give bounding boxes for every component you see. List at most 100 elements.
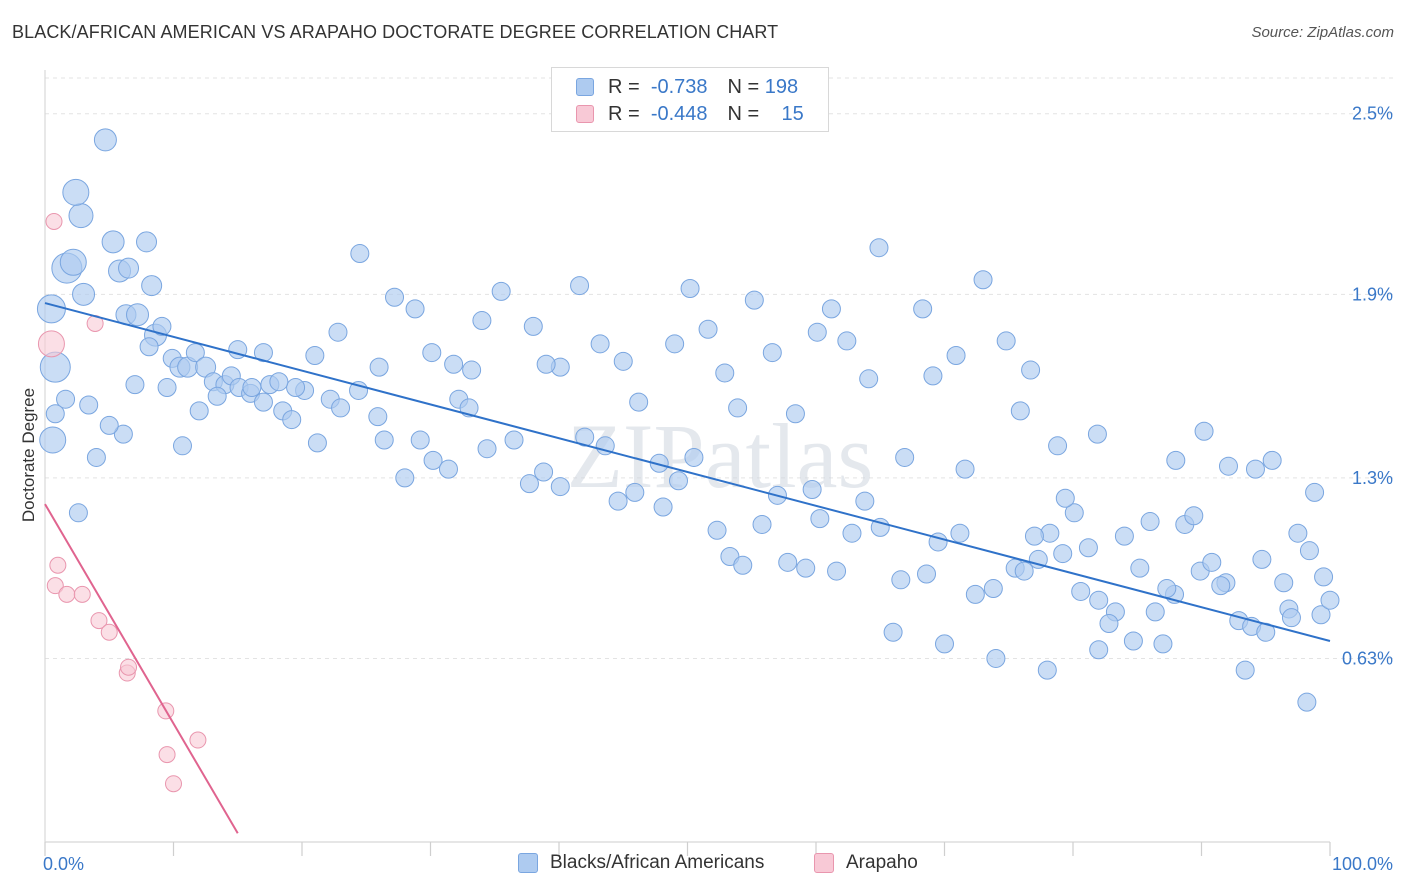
- legend-swatch-arapaho: [576, 105, 594, 123]
- legend-n-value: 15: [781, 102, 804, 125]
- blacks-point: [827, 561, 847, 581]
- series-legend-blacks[interactable]: Blacks/African Americans: [518, 852, 764, 874]
- blacks-point: [1048, 436, 1068, 456]
- blacks-point: [369, 357, 389, 377]
- blacks-point: [152, 316, 172, 336]
- y-tick-label: 1.9%: [1352, 284, 1393, 304]
- blacks-point: [477, 439, 497, 459]
- blacks-point: [157, 378, 177, 398]
- blacks-point: [590, 334, 610, 354]
- blacks-point: [570, 276, 590, 296]
- blacks-point: [72, 282, 96, 306]
- blacks-point: [733, 555, 753, 575]
- x-tick-label-max: 100.0%: [1332, 854, 1393, 874]
- trend-lines: [44, 302, 1331, 834]
- series-legend-label: Blacks/African Americans: [550, 852, 765, 873]
- blacks-point: [715, 363, 735, 383]
- legend-r-label: R =: [608, 75, 640, 98]
- arapaho-point: [120, 658, 138, 676]
- blacks-point: [802, 480, 822, 500]
- blacks-point: [1140, 512, 1160, 532]
- correlation-legend: R = -0.738 N = 198 R = -0.448 N = 15: [551, 67, 829, 132]
- blacks-point: [79, 395, 99, 415]
- blacks-point: [935, 634, 954, 654]
- blacks-point: [1299, 541, 1319, 561]
- y-tick-labels: 0.63% 1.3% 1.9% 2.5%: [1342, 104, 1393, 669]
- blacks-point: [1099, 614, 1119, 634]
- y-tick-label: 1.3%: [1352, 468, 1393, 488]
- legend-r-label: R =: [608, 102, 640, 125]
- blacks-point: [523, 316, 543, 336]
- blacks-point: [1130, 558, 1150, 578]
- blacks-point: [242, 378, 262, 398]
- blacks-point: [778, 552, 798, 572]
- blacks-point: [126, 303, 150, 327]
- blacks-point: [39, 426, 67, 454]
- blacks-point: [36, 294, 66, 324]
- series-legend-arapaho[interactable]: Arapaho: [814, 852, 918, 874]
- legend-n-value: 198: [764, 75, 799, 98]
- blacks-point: [462, 360, 482, 380]
- blacks-point: [785, 404, 805, 424]
- axes: [44, 70, 1331, 856]
- blacks-point: [422, 343, 442, 363]
- legend-n-label: N =: [727, 102, 760, 125]
- blacks-point: [698, 319, 718, 339]
- blacks-point: [923, 366, 943, 386]
- blacks-point: [684, 447, 704, 467]
- blacks-point: [986, 648, 1006, 668]
- legend-n-label: N =: [727, 75, 760, 98]
- arapaho-point: [165, 775, 182, 793]
- blacks-point: [1071, 581, 1091, 601]
- arapaho-point: [90, 612, 108, 630]
- blacks-point: [752, 514, 772, 534]
- series-legend-label: Arapaho: [846, 852, 918, 873]
- blacks-point: [410, 430, 430, 450]
- blacks-point: [93, 128, 117, 152]
- blacks-point: [331, 398, 351, 418]
- blacks-point: [1314, 567, 1334, 587]
- blacks-trend-line: [44, 302, 1331, 642]
- blacks-point: [855, 491, 875, 511]
- y-tick-label: 2.5%: [1352, 104, 1393, 124]
- blacks-point: [113, 424, 133, 444]
- arapaho-point: [100, 623, 118, 641]
- blacks-point: [207, 386, 227, 406]
- blacks-point: [595, 436, 615, 456]
- blacks-point: [1305, 482, 1325, 502]
- blacks-point: [282, 410, 302, 430]
- legend-r-value: -0.738: [650, 75, 708, 98]
- blacks-point: [1311, 605, 1331, 625]
- blacks-point: [1194, 421, 1214, 441]
- y-axis-title: Doctorate Degree: [19, 387, 38, 523]
- blacks-point: [629, 392, 649, 412]
- blacks-point: [1288, 523, 1308, 543]
- blacks-point: [946, 345, 966, 365]
- blacks-point: [1218, 456, 1238, 476]
- chart-source: Source: ZipAtlas.com: [1251, 24, 1394, 41]
- blacks-point: [1235, 660, 1255, 680]
- blacks-point: [983, 579, 1003, 599]
- arapaho-point: [46, 577, 64, 595]
- x-tick-labels: 0.0% 100.0%: [43, 854, 1393, 874]
- arapaho-trend-line: [44, 503, 239, 834]
- blacks-point: [374, 430, 394, 450]
- series-arapaho-points: [37, 212, 207, 793]
- arapaho-point: [45, 212, 63, 230]
- blacks-point: [118, 257, 140, 279]
- blacks-point: [59, 248, 87, 276]
- blacks-point: [796, 558, 816, 578]
- blacks-point: [1211, 576, 1231, 596]
- arapaho-point: [158, 746, 176, 764]
- y-tick-label: 0.63%: [1342, 648, 1393, 668]
- watermark: ZIPatlas: [567, 405, 874, 507]
- blacks-point: [1014, 561, 1034, 581]
- blacks-point: [1245, 459, 1265, 479]
- blacks-point: [1262, 450, 1282, 470]
- blacks-point: [1202, 552, 1222, 572]
- blacks-point: [444, 354, 464, 374]
- legend-swatch-blacks: [518, 853, 538, 873]
- blacks-point: [1252, 549, 1272, 569]
- blacks-point: [1089, 640, 1109, 660]
- arapaho-point: [49, 556, 67, 574]
